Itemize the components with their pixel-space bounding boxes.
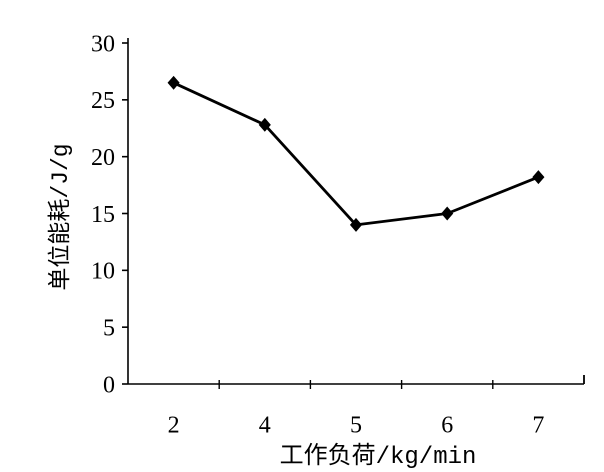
- y-tick-label: 5: [103, 316, 115, 342]
- data-point-marker: [167, 75, 180, 90]
- y-tick-label: 25: [91, 88, 115, 114]
- x-tick-label: 4: [259, 412, 271, 438]
- y-tick-label: 30: [91, 31, 115, 57]
- y-tick-label: 10: [91, 259, 115, 285]
- x-tick-label: 7: [532, 412, 544, 438]
- data-point-marker: [349, 217, 363, 232]
- data-point-marker: [441, 206, 454, 221]
- x-axis-title: 工作负荷/kg/min: [279, 444, 477, 471]
- data-point-marker: [532, 170, 545, 185]
- series-line: [172, 81, 540, 227]
- data-point-marker: [258, 117, 271, 132]
- y-tick-label: 15: [91, 202, 115, 228]
- x-tick-label: 6: [441, 412, 453, 438]
- y-axis-title: 单位能耗/J/g: [48, 143, 74, 291]
- x-tick-label: 5: [350, 412, 362, 438]
- y-tick-label: 0: [103, 372, 115, 398]
- x-tick-label: 2: [168, 412, 180, 438]
- y-tick-label: 20: [91, 145, 115, 171]
